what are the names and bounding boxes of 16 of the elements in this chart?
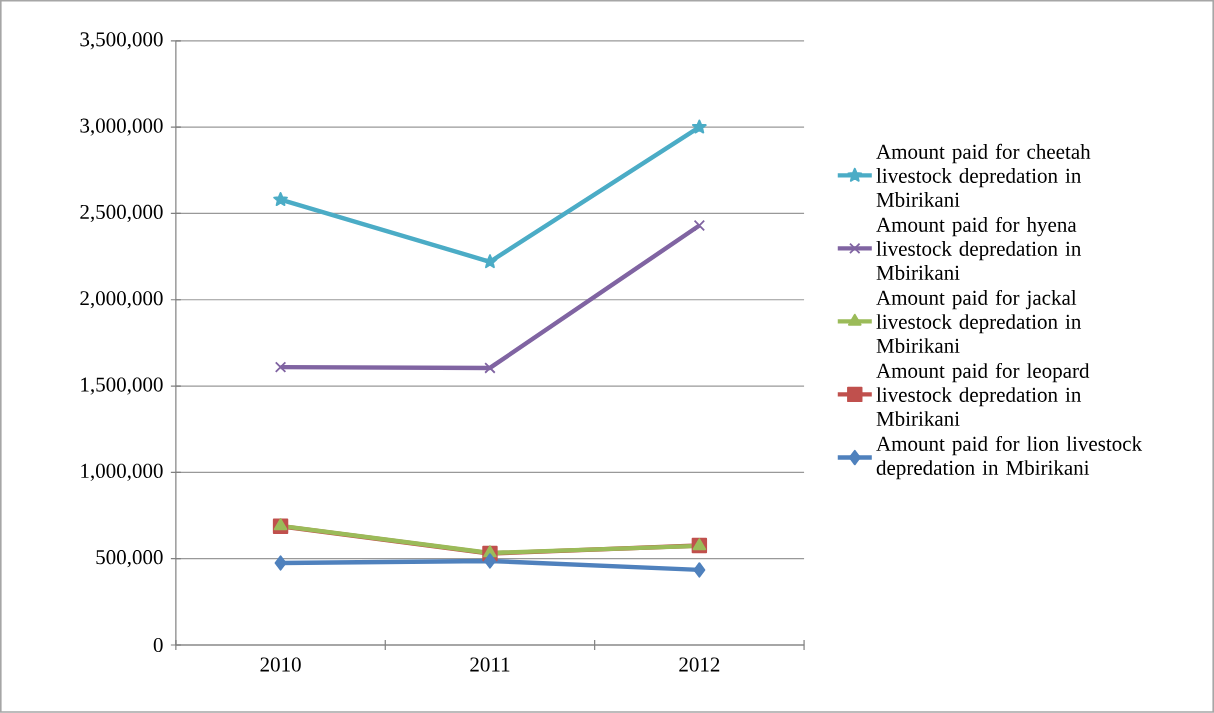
y-tick-label: 2,000,000: [80, 291, 163, 309]
legend-label: Amount paid for lion livestock depredation in Mbirikani: [876, 436, 1143, 480]
y-tick-label: 2,500,000: [80, 204, 163, 223]
y-tick-label: 3,000,000: [80, 118, 163, 136]
y-tick-label: 3,500,000: [80, 32, 163, 50]
y-tick-label: 500,000: [96, 550, 163, 568]
y-tick-label: 1,000,000: [81, 463, 163, 482]
legend-label: Amount paid for leopard livestock depredation in Mbirikani: [876, 363, 1090, 427]
legend-label: Amount paid for jackal livestock depredation in Mbirikani: [876, 289, 1082, 353]
x-tick-label: 2012: [679, 657, 720, 672]
y-tick-label: 1,500,000: [81, 377, 163, 395]
x-tick-label: 2011: [470, 657, 510, 672]
legend-label: Amount paid for hyena livestock depredation in Mbirikani: [876, 216, 1082, 280]
y-tick-label: 0: [153, 637, 163, 653]
x-tick-label: 2010: [260, 657, 301, 672]
legend-label: Amount paid for cheetah livestock depredation in Mbirikani: [876, 143, 1091, 207]
